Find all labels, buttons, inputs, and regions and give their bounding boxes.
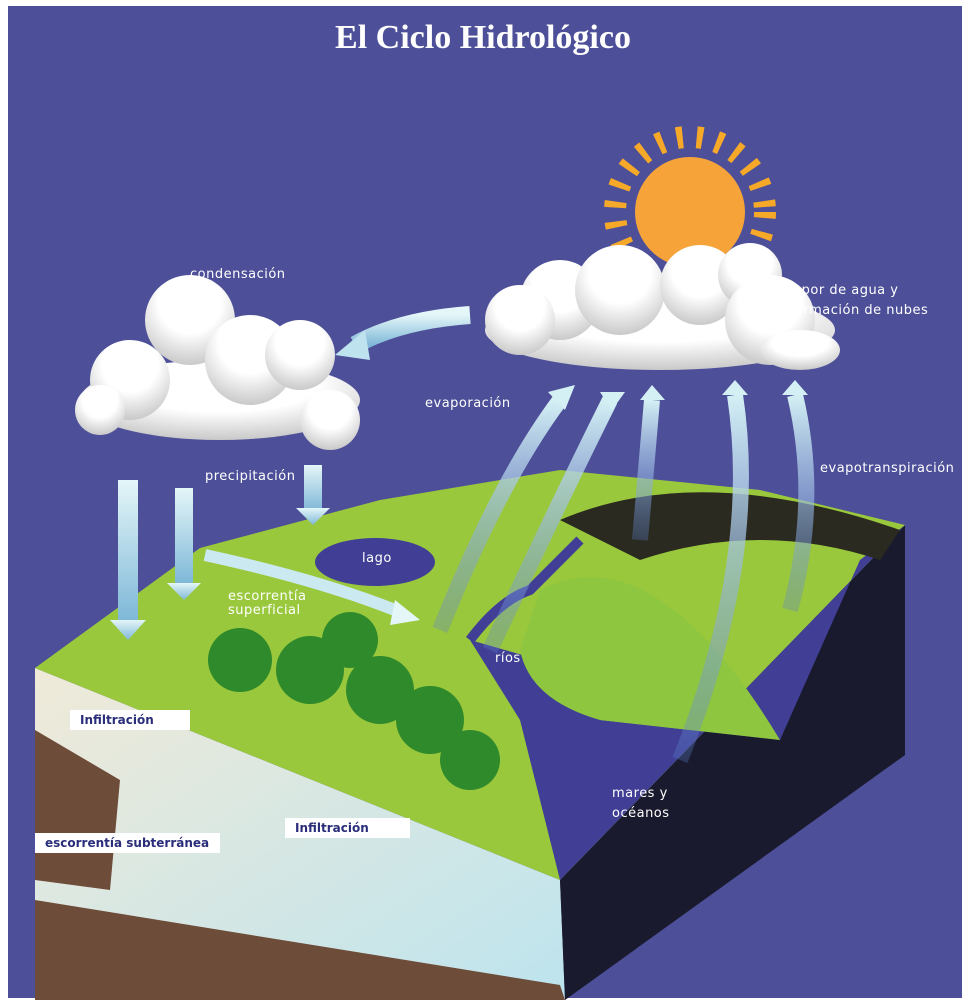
label: mares y [612, 786, 668, 801]
label: océanos [612, 806, 670, 821]
label: evapotranspiración [820, 461, 954, 476]
label: precipitación [205, 469, 295, 484]
label: formación de nubes [790, 303, 928, 318]
label: evaporación [425, 396, 511, 411]
box-label: escorrentía subterránea [45, 836, 209, 850]
label: lago [362, 551, 392, 566]
label: condensación [190, 267, 286, 282]
title: El Ciclo Hidrológico [335, 19, 631, 56]
label: superficial [228, 603, 301, 618]
label: escorrentía [228, 589, 306, 604]
label: vapor de agua y [785, 283, 898, 298]
box-label: Infiltración [295, 821, 369, 835]
box-label: Infiltración [80, 713, 154, 727]
label: ríos [495, 651, 521, 666]
diagram: El Ciclo Hidrológico condensación vapor d… [0, 0, 967, 1003]
